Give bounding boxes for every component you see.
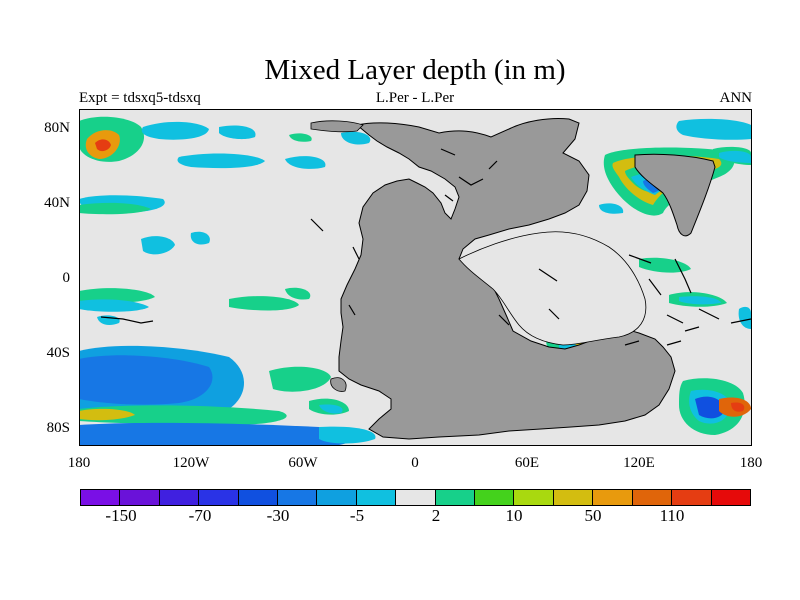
colorbar-label-4: -5 — [349, 506, 365, 525]
anomaly-blob-trop-green-3 — [285, 287, 311, 300]
colorbar-swatch-6 — [278, 490, 318, 505]
anomaly-blob-n-cyan-5 — [285, 156, 326, 169]
island-n — [310, 120, 364, 133]
island-ne — [634, 153, 716, 237]
lat-tick-40s: 40S — [46, 345, 70, 361]
colorbar-swatch-2 — [120, 490, 160, 505]
colorbar-swatch-1 — [81, 490, 121, 505]
anomaly-blob-n-green-1 — [289, 133, 312, 142]
anomaly-blob-n-cyan-3 — [177, 153, 265, 169]
anomaly-blob-s-blue-band — [79, 422, 357, 445]
colorbar-swatch-17 — [711, 490, 750, 505]
colorbar-label-6: 10 — [505, 506, 523, 525]
experiment-label: Expt = tdsxq5-tdsxq — [79, 90, 201, 106]
colorbar-swatch-13 — [553, 490, 594, 505]
anomaly-blob-sp-blue — [79, 355, 213, 405]
anomaly-blob-nw-green-band — [79, 202, 151, 215]
colorbar-swatch-4 — [199, 490, 239, 505]
anomaly-blob-n-cyan-1 — [141, 121, 209, 140]
colorbar — [80, 489, 751, 506]
lon-tick-120e: 120E — [623, 455, 655, 471]
colorbar-swatch-3 — [159, 490, 200, 505]
map-svg — [79, 109, 751, 445]
lat-tick-80s: 80S — [46, 420, 70, 436]
lat-tick-0: 0 — [62, 270, 71, 286]
lat-tick-40n: 40N — [44, 195, 70, 211]
lon-tick-120w: 120W — [172, 455, 210, 471]
colorbar-swatch-5 — [238, 490, 279, 505]
colorbar-label-7: 50 — [584, 506, 602, 525]
colorbar-swatch-11 — [475, 490, 515, 505]
colorbar-label-8: 110 — [659, 506, 685, 525]
period-label: L.Per - L.Per — [375, 90, 455, 106]
anomaly-blob-trop-cyan-1 — [141, 236, 175, 255]
lon-tick-60e: 60E — [514, 455, 540, 471]
anomaly-blob-s-cyan-band — [319, 426, 376, 444]
anomaly-blob-ne-cyan-3 — [719, 150, 751, 163]
colorbar-swatch-7 — [317, 490, 357, 505]
coastline-fragments — [100, 148, 751, 346]
lon-tick-180w: 180 — [67, 455, 91, 471]
colorbar-swatch-14 — [593, 490, 633, 505]
anomaly-blob-sm-cyan-1 — [319, 404, 343, 414]
anomaly-blob-e-green-2 — [639, 257, 691, 273]
anomaly-blob-sw-blue-e — [695, 396, 725, 419]
colorbar-label-2: -70 — [188, 506, 212, 525]
anomaly-blob-trop-cyan-2 — [190, 231, 210, 245]
colorbar-swatch-8 — [356, 490, 397, 505]
anomaly-blob-sw-red-e — [731, 402, 745, 412]
colorbar-label-5: 2 — [431, 506, 441, 525]
colorbar-swatch-10 — [435, 490, 476, 505]
island-south-pacific — [330, 377, 347, 392]
lon-tick-0: 0 — [411, 455, 419, 471]
colorbar-swatch-9 — [396, 490, 436, 505]
colorbar-swatch-16 — [672, 490, 712, 505]
anomaly-blob-sp-green-band — [79, 405, 287, 425]
anomaly-blob-n-cyan-4 — [341, 131, 371, 145]
colorbar-swatch-12 — [514, 490, 554, 505]
lon-tick-180e: 180 — [739, 455, 763, 471]
anomaly-blob-trop-cyan-3 — [79, 299, 149, 312]
chart-title: Mixed Layer depth (in m) — [264, 54, 566, 86]
colorbar-label-1: -150 — [105, 506, 137, 525]
anomaly-blob-ne-cyan-2 — [676, 118, 751, 140]
anomaly-blob-sp-yellow-band — [79, 408, 135, 421]
colorbar-label-3: -30 — [266, 506, 290, 525]
anomaly-blob-n-cyan-2 — [219, 125, 256, 140]
anomaly-blob-e-cyan-band — [738, 306, 751, 329]
anomaly-blob-nw-red — [95, 139, 111, 152]
anomaly-blob-trop-green-1 — [79, 288, 155, 303]
lon-tick-60w: 60W — [288, 455, 318, 471]
anomaly-blob-trop-green-2 — [229, 296, 299, 311]
anomaly-blob-sm-green-1 — [269, 366, 331, 392]
anomaly-blob-e-cyan-2 — [679, 296, 721, 305]
inland-sea — [458, 231, 647, 346]
anomaly-blob-ne-cyan-4 — [599, 203, 624, 214]
lat-tick-80n: 80N — [44, 120, 70, 136]
map-panel — [79, 109, 751, 445]
colorbar-swatch-15 — [632, 490, 673, 505]
season-label: ANN — [719, 90, 753, 106]
